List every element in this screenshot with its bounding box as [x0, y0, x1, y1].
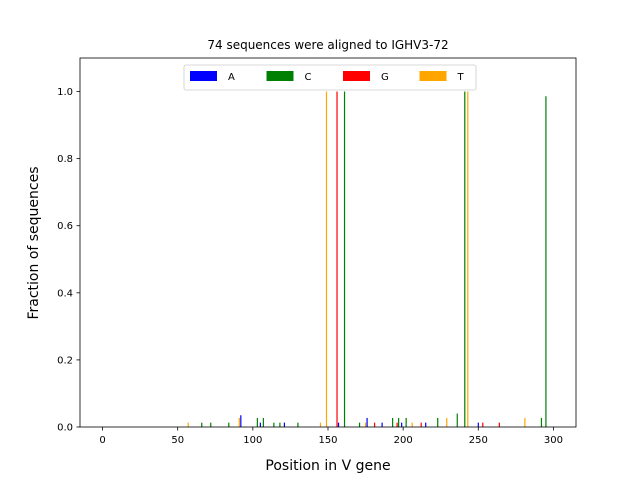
- x-tick-label: 100: [243, 435, 262, 446]
- x-axis: 0 50 100 150 200 250 300: [99, 427, 563, 446]
- bar-C-107: [262, 417, 264, 427]
- y-tick-label: 0.4: [57, 288, 73, 299]
- y-tick-label: 0.8: [57, 154, 73, 165]
- bar-T-149: [325, 91, 328, 428]
- bar-A-176: [366, 417, 368, 427]
- bar-C-103: [256, 417, 258, 427]
- bar-C-114: [273, 422, 275, 427]
- bar-C-295: [545, 96, 547, 428]
- x-tick-label: 0: [99, 435, 105, 446]
- y-axis: 0.0 0.2 0.4 0.6 0.8 1.0: [57, 87, 80, 434]
- x-tick-label: 150: [318, 435, 337, 446]
- bar-C-118: [279, 422, 281, 427]
- x-tick-label: 200: [394, 435, 413, 446]
- chart-title: 74 sequences were aligned to IGHV3-72: [207, 38, 448, 52]
- bar-C-84: [228, 422, 230, 427]
- legend-box: [183, 64, 477, 91]
- legend-swatch-T: [419, 71, 447, 81]
- y-axis-label: Fraction of sequences: [26, 166, 42, 319]
- bar-C-197: [398, 417, 400, 427]
- legend-label-T: T: [457, 72, 465, 83]
- bar-C-193: [392, 417, 394, 427]
- y-tick-label: 0.6: [57, 221, 73, 232]
- x-tick-label: 300: [544, 435, 563, 446]
- x-tick-label: 250: [469, 435, 488, 446]
- bar-A-105: [259, 422, 261, 427]
- bar-C-241: [464, 91, 466, 428]
- bar-G-212: [420, 422, 422, 427]
- y-tick-label: 0.0: [57, 423, 73, 434]
- bar-C-161: [343, 91, 346, 428]
- bar-A-215: [425, 422, 427, 427]
- legend-swatch-A: [190, 71, 217, 81]
- bar-A-199: [401, 422, 403, 427]
- bar-A-92: [240, 415, 242, 427]
- legend-label-A: A: [228, 72, 235, 83]
- y-tick-label: 0.2: [57, 355, 73, 366]
- bar-T-281: [524, 417, 526, 427]
- bar-C-66: [201, 422, 203, 427]
- bar-C-202: [405, 417, 407, 427]
- bar-C-223: [437, 417, 439, 427]
- y-tick-label: 1.0: [57, 87, 73, 98]
- bar-C-236: [456, 413, 458, 427]
- x-tick-label: 50: [171, 435, 184, 446]
- bar-C-171: [358, 422, 361, 427]
- bar-G-181: [373, 422, 376, 427]
- bar-A-250: [477, 422, 479, 427]
- bar-G-264: [498, 422, 500, 427]
- x-axis-label: Position in V gene: [265, 458, 390, 474]
- bar-T-145: [319, 422, 322, 427]
- legend-label-G: G: [381, 72, 389, 83]
- bar-G-156: [336, 91, 338, 428]
- bar-T-57: [187, 422, 189, 427]
- plot-area: [80, 58, 576, 427]
- legend-swatch-C: [266, 71, 294, 81]
- bar-T-206: [411, 422, 413, 427]
- bar-G-196: [396, 422, 398, 427]
- bar-C-72: [210, 422, 212, 427]
- legend-label-C: C: [305, 72, 312, 83]
- bars-group: [187, 91, 547, 428]
- bar-T-175: [364, 422, 367, 427]
- bar-A-186: [381, 422, 383, 427]
- bar-G-253: [482, 422, 484, 427]
- bar-T-229: [446, 417, 448, 427]
- bar-A-121: [283, 422, 286, 427]
- legend-swatch-G: [343, 71, 370, 81]
- bar-A-157: [337, 422, 340, 427]
- bar-C-130: [297, 422, 299, 427]
- bar-T-243: [467, 91, 469, 428]
- bar-C-292: [540, 417, 543, 427]
- bar-T-91: [238, 417, 240, 427]
